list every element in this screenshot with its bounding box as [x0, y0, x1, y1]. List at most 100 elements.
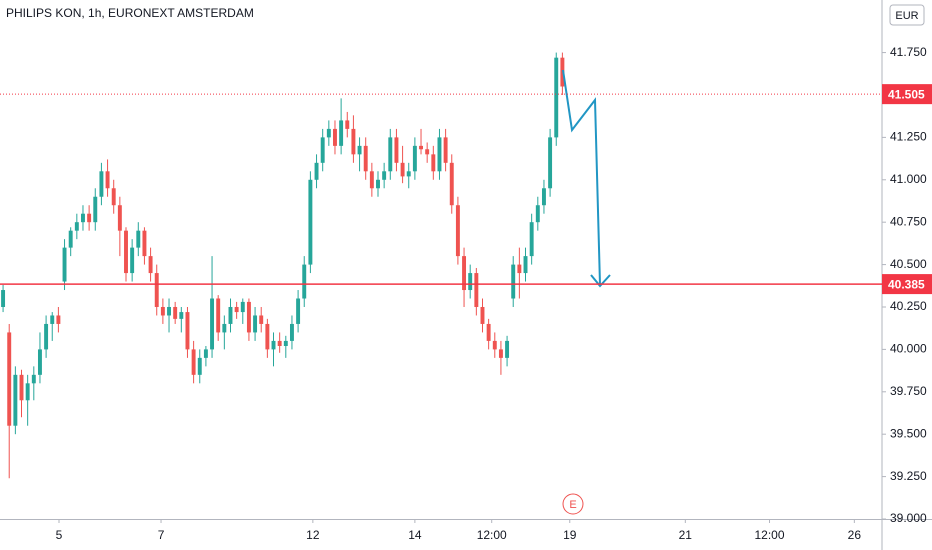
y-tick-label: 39.000: [890, 511, 927, 525]
candle-body: [246, 301, 251, 333]
candle-body: [154, 273, 159, 307]
candle-body: [1, 290, 6, 307]
candle-body: [431, 154, 436, 172]
candle-body: [37, 349, 42, 375]
candle-body: [357, 145, 362, 155]
candle-body: [529, 222, 534, 257]
candle-body: [56, 315, 61, 324]
candle-body: [511, 264, 516, 299]
y-tick-label: 40.750: [890, 214, 927, 228]
candle-body: [412, 145, 417, 172]
candle-body: [486, 323, 491, 341]
candle-body: [197, 357, 202, 375]
candle-body: [25, 383, 30, 401]
candle-body: [228, 306, 233, 324]
candle-body: [283, 340, 288, 346]
candle-body: [117, 205, 122, 231]
candle-body: [216, 298, 221, 333]
candle-body: [492, 340, 497, 350]
candle-body: [505, 340, 510, 358]
candle-body: [455, 205, 460, 257]
y-tick-label: 40.000: [890, 342, 927, 356]
candle-body: [517, 264, 522, 274]
candle-body: [277, 340, 282, 346]
candle-body: [289, 323, 294, 341]
candle-body: [523, 256, 528, 274]
candle-body: [339, 120, 344, 146]
candle-body: [541, 188, 546, 206]
candle-body: [148, 256, 153, 274]
currency-label[interactable]: EUR: [895, 10, 918, 22]
price-label: 41.505: [888, 87, 925, 101]
x-tick-label: 26: [848, 528, 862, 542]
candle-body: [308, 179, 313, 265]
x-tick-label: 7: [158, 528, 165, 542]
candle-body: [419, 145, 423, 150]
candle-body: [351, 128, 356, 155]
candle-body: [68, 230, 73, 248]
candle-body: [203, 349, 208, 358]
candle-body: [99, 171, 104, 197]
candle-body: [548, 137, 553, 189]
candle-body: [320, 137, 325, 163]
candle-body: [382, 171, 387, 180]
candle-body: [44, 323, 49, 350]
candle-body: [271, 340, 276, 350]
candle-body: [142, 230, 147, 257]
candle-body: [388, 137, 393, 172]
candle-body: [345, 120, 350, 129]
x-tick-label: 21: [679, 528, 693, 542]
x-tick-label: 14: [408, 528, 422, 542]
candle-body: [259, 315, 264, 324]
candle-body: [93, 196, 98, 223]
candle-body: [443, 137, 448, 163]
candle-body: [468, 273, 473, 291]
event-label[interactable]: E: [569, 499, 576, 511]
candle-body: [19, 374, 24, 401]
plot: [1, 52, 565, 479]
candle-body: [105, 171, 110, 189]
candle-body: [179, 312, 184, 319]
candle-body: [400, 162, 405, 177]
candle-body: [314, 162, 319, 180]
y-tick-label: 39.500: [890, 426, 927, 440]
candle-body: [376, 179, 380, 189]
currency-box[interactable]: [889, 4, 925, 26]
candle-body: [173, 306, 178, 319]
candle-body: [449, 162, 454, 206]
candle-body: [31, 374, 36, 384]
candle-body: [130, 247, 135, 274]
price-label-box: [882, 274, 932, 295]
candle-body: [167, 306, 171, 316]
candle-body: [160, 306, 165, 316]
y-tick-label: 40.250: [890, 299, 927, 313]
event-marker[interactable]: [562, 493, 584, 515]
candle-body: [535, 205, 540, 223]
y-tick-label: 39.750: [890, 384, 927, 398]
projection-path: [562, 69, 601, 286]
x-tick-label: 19: [563, 528, 577, 542]
candle-body: [253, 315, 258, 333]
y-tick-label: 39.250: [890, 469, 927, 483]
candle-body: [394, 137, 399, 163]
candle-body: [437, 137, 442, 172]
candle-body: [136, 230, 141, 248]
candle-body: [124, 230, 128, 274]
candle-body: [111, 188, 116, 206]
y-tick-label: 40.500: [890, 257, 927, 271]
candle-body: [210, 298, 215, 350]
candle-body: [302, 264, 307, 299]
candle-body: [13, 374, 18, 426]
candle-body: [333, 128, 337, 146]
candle-body: [191, 349, 196, 375]
y-tick-label: 41.750: [890, 45, 927, 59]
candle-body: [7, 332, 12, 426]
candle-body: [474, 273, 479, 307]
x-tick-label: 12:00: [477, 528, 507, 542]
candle-body: [240, 301, 245, 313]
candle-body: [222, 323, 227, 333]
candle-body: [50, 315, 55, 324]
price-label: 40.385: [888, 277, 925, 291]
candle-body: [425, 149, 430, 155]
candle-body: [369, 171, 374, 189]
